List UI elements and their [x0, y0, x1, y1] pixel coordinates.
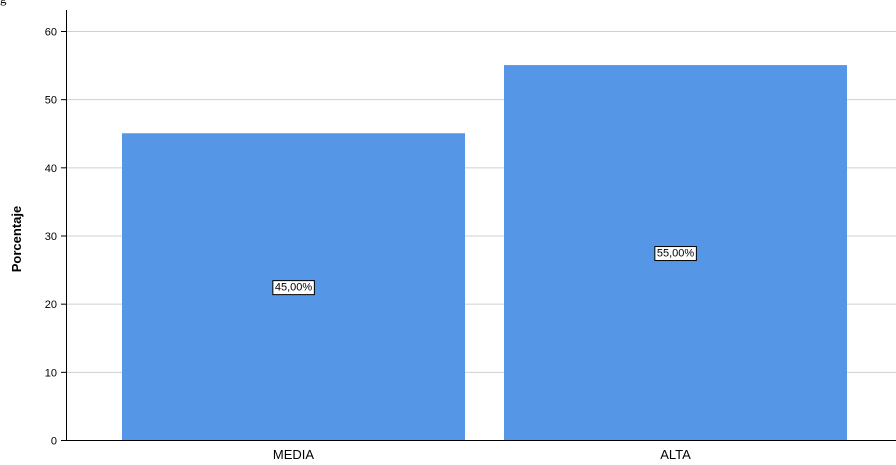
- y-tick-label: 40: [45, 163, 57, 175]
- data-label: 45,00%: [272, 280, 315, 296]
- axes: 0 10 20 30 40 50 60 MEDIA ALTA: [45, 10, 896, 462]
- y-tick-label: 0: [51, 436, 57, 448]
- y-tick-label: 20: [45, 299, 57, 311]
- y-tick-label: 60: [45, 27, 57, 39]
- y-tick-label: 10: [45, 367, 57, 379]
- data-label-box: [272, 280, 315, 296]
- x-tick-label: MEDIA: [273, 447, 315, 462]
- data-label: 55,00%: [654, 246, 697, 262]
- partial-header-text: g: [0, 0, 7, 7]
- y-tick-label: 50: [45, 95, 57, 107]
- y-axis-title: Porcentaje: [9, 206, 24, 272]
- bars: [122, 65, 847, 440]
- data-label-text: 55,00%: [657, 248, 695, 260]
- data-labels: 45,00% 55,00%: [272, 246, 697, 296]
- data-label-box: [654, 246, 697, 262]
- y-tick-label: 30: [45, 231, 57, 243]
- x-tick-label: ALTA: [660, 447, 691, 462]
- data-label-text: 45,00%: [275, 282, 313, 294]
